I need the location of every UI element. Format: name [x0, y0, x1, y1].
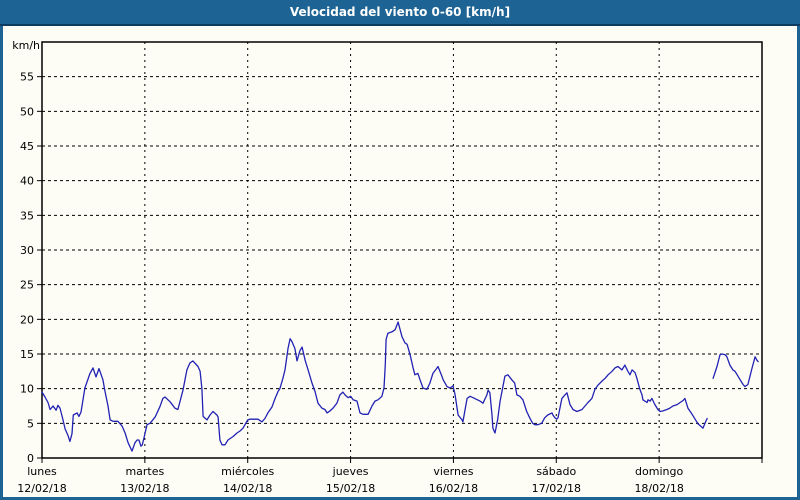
x-axis-date-label: 12/02/18 [17, 482, 66, 495]
y-axis-tick-label: 25 [20, 279, 34, 292]
x-axis-date-label: 14/02/18 [223, 482, 272, 495]
y-axis-tick-label: 40 [20, 175, 34, 188]
x-axis-date-label: 18/02/18 [634, 482, 683, 495]
y-axis-tick-label: 0 [27, 452, 34, 465]
x-axis-date-label: 15/02/18 [326, 482, 375, 495]
y-axis-tick-label: 30 [20, 244, 34, 257]
y-axis-tick-label: 50 [20, 105, 34, 118]
x-axis-day-label: jueves [332, 465, 369, 478]
x-axis-day-label: miércoles [221, 465, 274, 478]
y-axis-tick-label: 5 [27, 417, 34, 430]
x-axis-day-label: sábado [536, 465, 576, 478]
y-axis-tick-label: 35 [20, 209, 34, 222]
x-axis-date-label: 16/02/18 [429, 482, 478, 495]
wind-speed-line-segment [41, 321, 708, 452]
x-axis-date-label: 13/02/18 [120, 482, 169, 495]
y-axis-tick-label: 20 [20, 313, 34, 326]
x-axis-day-label: lunes [27, 465, 57, 478]
x-axis-day-label: martes [125, 465, 164, 478]
x-axis-day-label: viernes [433, 465, 473, 478]
y-axis-tick-label: 55 [20, 71, 34, 84]
y-axis-tick-label: 15 [20, 348, 34, 361]
y-axis-tick-label: 10 [20, 383, 34, 396]
wind-speed-chart: 0 5 10 15 20 25 30 35 40 45 50 55 km/h lunes 12/02/18 m… [12, 39, 763, 495]
wind-speed-line-segment [712, 353, 759, 388]
chart-region: 0 5 10 15 20 25 30 35 40 45 50 55 km/h lunes 12/02/18 m… [3, 26, 797, 497]
y-axis-unit-label: km/h [12, 39, 40, 52]
y-axis-tick-label: 45 [20, 140, 34, 153]
x-axis-date-label: 17/02/18 [532, 482, 581, 495]
chart-title-bar: Velocidad del viento 0-60 [km/h] [0, 0, 800, 26]
x-axis-day-label: domingo [635, 465, 683, 478]
chart-title: Velocidad del viento 0-60 [km/h] [289, 5, 511, 19]
